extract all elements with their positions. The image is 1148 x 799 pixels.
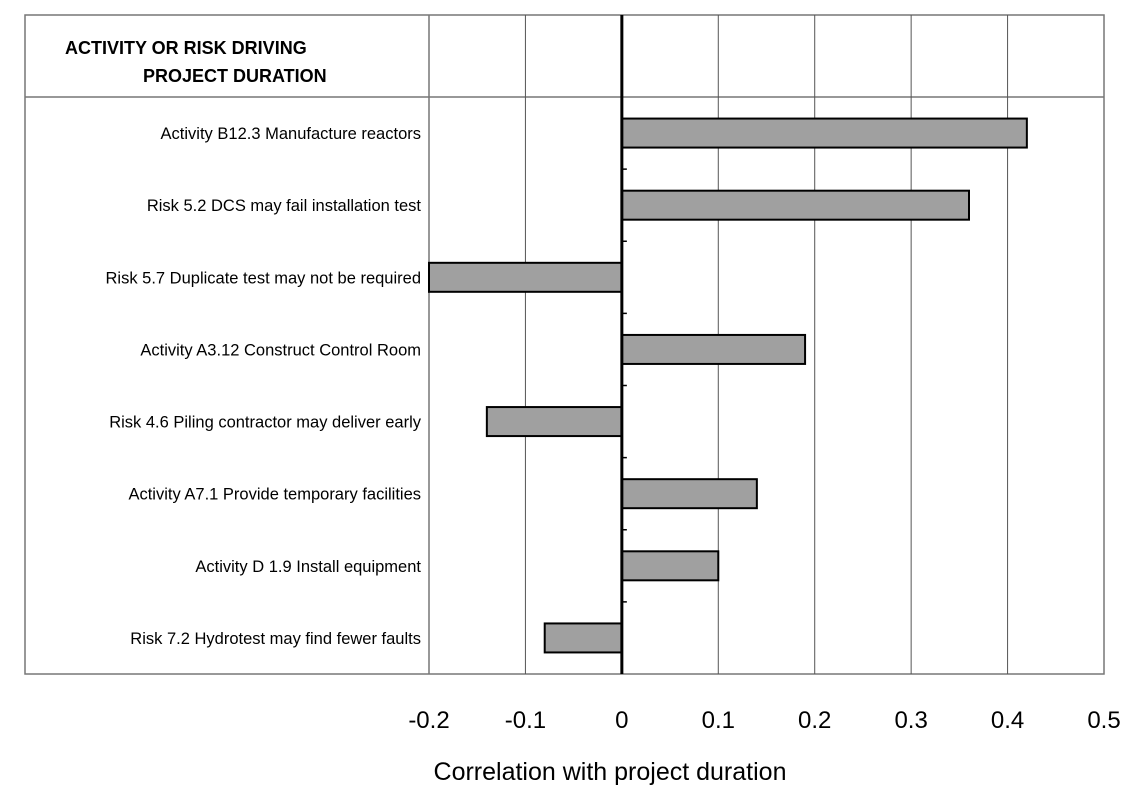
category-label: Risk 7.2 Hydrotest may find fewer faults [130, 630, 421, 648]
frame-border [24, 14, 1105, 675]
category-labels: Activity B12.3 Manufacture reactors Risk … [106, 125, 422, 648]
x-tick-label: -0.1 [505, 707, 546, 734]
bars [428, 117, 1028, 654]
chart-frame [24, 14, 1105, 675]
category-label: Activity B12.3 Manufacture reactors [161, 125, 421, 143]
category-label: Activity A3.12 Construct Control Room [140, 341, 421, 359]
chart-header: ACTIVITY OR RISK DRIVING PROJECT DURATIO… [65, 38, 327, 86]
bar [620, 189, 970, 221]
bar [620, 333, 807, 365]
category-label: Risk 4.6 Piling contractor may deliver e… [109, 414, 422, 432]
x-tick-label: 0.2 [798, 707, 831, 734]
x-tick-label: -0.2 [408, 707, 449, 734]
x-tick-label: 0.4 [991, 707, 1024, 734]
bar [543, 622, 623, 654]
bar [620, 550, 720, 582]
x-tick-label: 0.5 [1087, 707, 1120, 734]
bar [428, 261, 623, 293]
header-line-2: PROJECT DURATION [143, 66, 327, 86]
category-label: Activity A7.1 Provide temporary faciliti… [128, 486, 421, 504]
x-tick-labels: -0.2 -0.1 0 0.1 0.2 0.3 0.4 0.5 [408, 707, 1120, 734]
zero-axis [620, 15, 627, 674]
x-tick-label: 0.1 [702, 707, 735, 734]
x-tick-label: 0.3 [894, 707, 927, 734]
bar [485, 406, 623, 438]
bar [620, 117, 1028, 149]
category-label: Risk 5.7 Duplicate test may not be requi… [106, 269, 422, 287]
x-tick-label: 0 [615, 707, 628, 734]
x-axis-label: Correlation with project duration [434, 758, 787, 786]
category-label: Risk 5.2 DCS may fail installation test [147, 197, 422, 215]
category-label: Activity D 1.9 Install equipment [195, 558, 421, 576]
header-line-1: ACTIVITY OR RISK DRIVING [65, 38, 307, 58]
bar [620, 478, 758, 510]
